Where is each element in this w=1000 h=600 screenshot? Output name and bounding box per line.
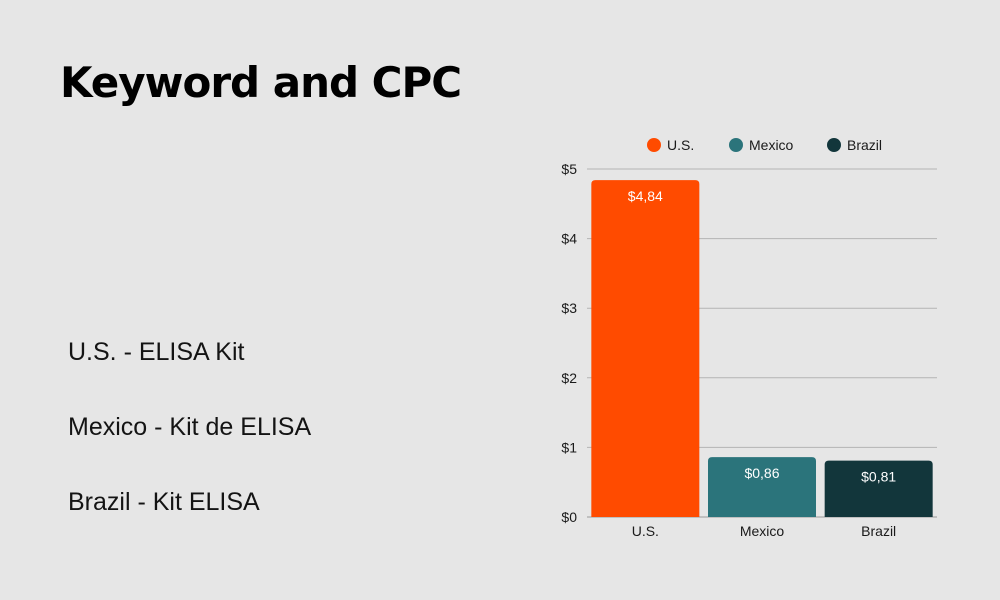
legend-label-us: U.S. — [667, 137, 694, 153]
x-tick-label-brazil: Brazil — [861, 523, 896, 539]
keyword-mexico: Mexico - Kit de ELISA — [68, 413, 312, 441]
cpc-bar-chart: $0 $1 $2 $3 $4 $5 $4,84 U.S. $0,86 Mexico $0,81 Bra… — [561, 137, 937, 539]
data-label-brazil: $0,81 — [861, 469, 896, 485]
legend-swatch-mexico — [729, 138, 743, 152]
bar-us — [591, 180, 700, 518]
y-tick-label-2: $2 — [561, 370, 577, 386]
legend-swatch-us — [647, 138, 661, 152]
x-tick-label-mexico: Mexico — [740, 523, 785, 539]
data-label-us: $4,84 — [628, 188, 663, 204]
data-label-mexico: $0,86 — [744, 465, 779, 481]
bar-brazil — [824, 460, 933, 517]
keyword-list: U.S. - ELISA Kit Mexico - Kit de ELISA B… — [68, 334, 311, 559]
y-tick-label-1: $1 — [561, 439, 577, 455]
y-tick-label-4: $4 — [561, 231, 577, 247]
bar-mexico — [708, 457, 816, 517]
keyword-us: U.S. - ELISA Kit — [68, 338, 245, 366]
y-tick-label-5: $5 — [561, 161, 577, 177]
y-tick-label-0: $0 — [561, 509, 577, 525]
y-tick-label-3: $3 — [561, 300, 577, 316]
legend-label-brazil: Brazil — [847, 137, 882, 153]
page-title: Keyword and CPC — [60, 58, 462, 107]
x-tick-label-us: U.S. — [632, 523, 659, 539]
legend-label-mexico: Mexico — [749, 137, 794, 153]
legend-swatch-brazil — [827, 138, 841, 152]
keyword-brazil: Brazil - Kit ELISA — [68, 488, 260, 516]
